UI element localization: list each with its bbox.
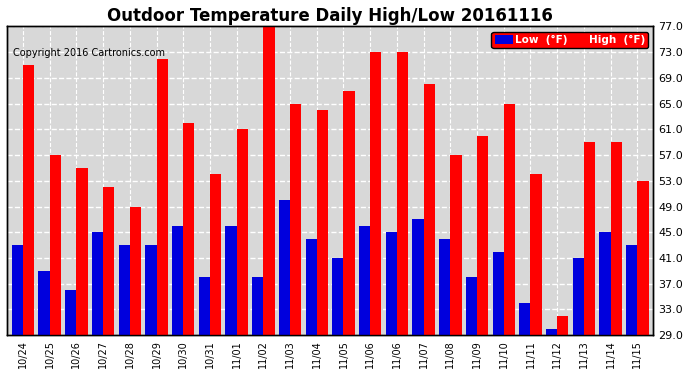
Bar bbox=[546, 329, 557, 335]
Bar bbox=[252, 278, 264, 335]
Bar bbox=[184, 123, 195, 335]
Bar bbox=[237, 129, 248, 335]
Bar bbox=[600, 232, 611, 335]
Bar bbox=[451, 155, 462, 335]
Bar bbox=[306, 239, 317, 335]
Bar bbox=[333, 258, 344, 335]
Bar bbox=[611, 142, 622, 335]
Bar bbox=[386, 232, 397, 335]
Bar bbox=[92, 232, 103, 335]
Bar bbox=[65, 290, 77, 335]
Bar bbox=[23, 65, 34, 335]
Bar bbox=[371, 52, 382, 335]
Bar bbox=[50, 155, 61, 335]
Bar bbox=[210, 174, 221, 335]
Bar bbox=[103, 187, 115, 335]
Bar bbox=[413, 219, 424, 335]
Bar bbox=[439, 239, 451, 335]
Legend: Low  (°F), High  (°F): Low (°F), High (°F) bbox=[491, 32, 648, 48]
Bar bbox=[493, 252, 504, 335]
Bar bbox=[638, 181, 649, 335]
Title: Outdoor Temperature Daily High/Low 20161116: Outdoor Temperature Daily High/Low 20161… bbox=[107, 7, 553, 25]
Bar bbox=[477, 136, 489, 335]
Bar bbox=[520, 303, 531, 335]
Bar bbox=[557, 316, 569, 335]
Bar bbox=[344, 91, 355, 335]
Bar bbox=[317, 110, 328, 335]
Bar bbox=[290, 104, 302, 335]
Bar bbox=[584, 142, 595, 335]
Text: Copyright 2016 Cartronics.com: Copyright 2016 Cartronics.com bbox=[13, 48, 166, 58]
Bar bbox=[77, 168, 88, 335]
Bar bbox=[119, 245, 130, 335]
Bar bbox=[359, 226, 371, 335]
Bar bbox=[531, 174, 542, 335]
Bar bbox=[573, 258, 584, 335]
Bar bbox=[157, 58, 168, 335]
Bar bbox=[397, 52, 408, 335]
Bar bbox=[12, 245, 23, 335]
Bar bbox=[146, 245, 157, 335]
Bar bbox=[172, 226, 184, 335]
Bar bbox=[504, 104, 515, 335]
Bar bbox=[264, 27, 275, 335]
Bar bbox=[279, 200, 290, 335]
Bar bbox=[424, 84, 435, 335]
Bar bbox=[39, 271, 50, 335]
Bar bbox=[626, 245, 638, 335]
Bar bbox=[130, 207, 141, 335]
Bar bbox=[199, 278, 210, 335]
Bar bbox=[466, 278, 477, 335]
Bar bbox=[226, 226, 237, 335]
